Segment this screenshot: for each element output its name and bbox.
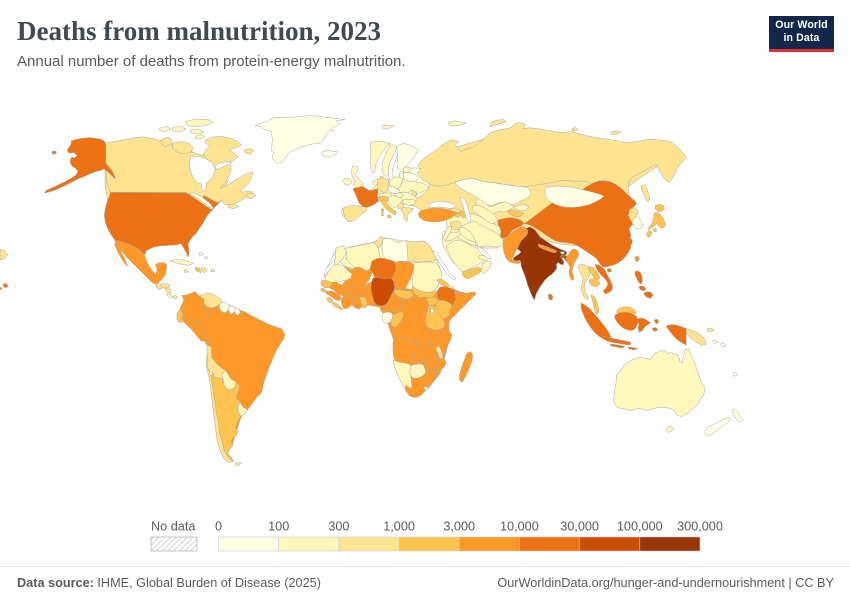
svg-text:10,000: 10,000 xyxy=(500,520,539,534)
svg-text:No data: No data xyxy=(151,520,196,534)
svg-text:100: 100 xyxy=(268,520,289,534)
svg-text:300,000: 300,000 xyxy=(677,520,723,534)
svg-text:100,000: 100,000 xyxy=(617,520,663,534)
svg-text:30,000: 30,000 xyxy=(560,520,599,534)
svg-text:1,000: 1,000 xyxy=(383,520,415,534)
svg-text:300: 300 xyxy=(328,520,349,534)
svg-text:0: 0 xyxy=(215,520,222,534)
svg-text:3,000: 3,000 xyxy=(443,520,475,534)
